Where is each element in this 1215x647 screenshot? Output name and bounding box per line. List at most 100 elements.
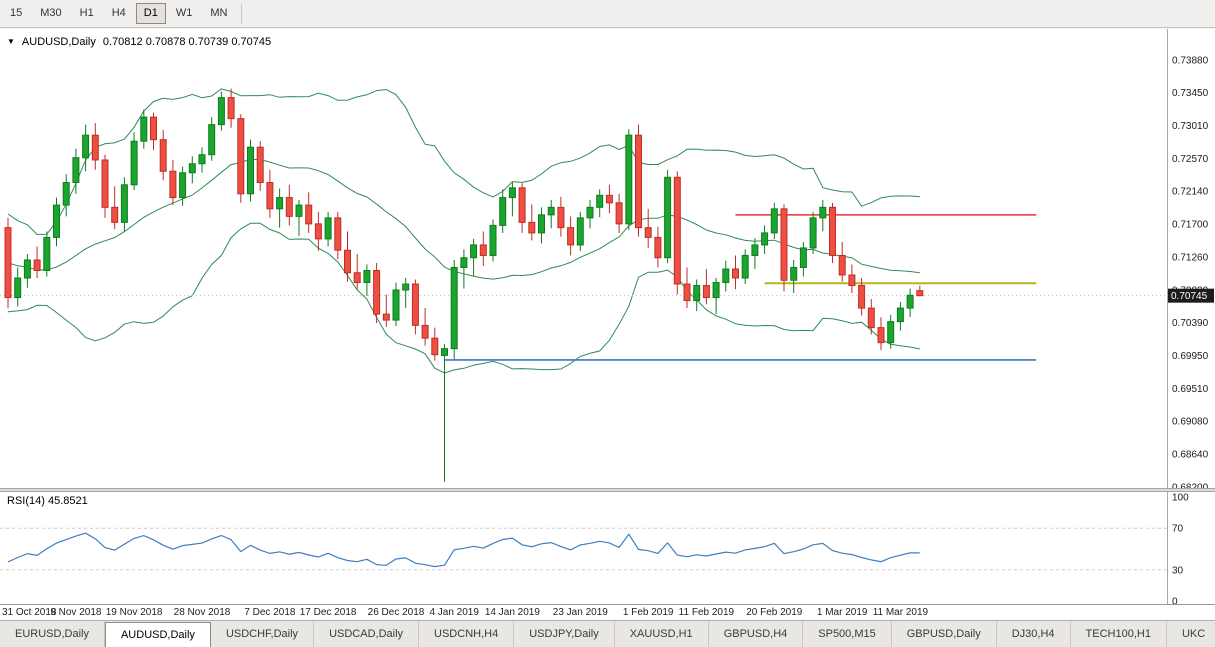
chart-tab-eurusd-daily[interactable]: EURUSD,Daily [0,621,105,647]
candle [479,231,487,266]
candle [111,186,119,230]
candle [324,211,332,247]
candle [101,154,109,218]
candle [877,317,885,351]
candle [159,129,167,181]
candle [829,202,836,263]
candle [208,117,216,161]
candle [421,308,429,346]
date-label: 11 Mar 2019 [872,607,929,618]
price-axis-label: 0.69080 [1172,416,1209,427]
chart-tab-usdcad-daily[interactable]: USDCAD,Daily [314,621,420,647]
price-axis-label: 0.71260 [1172,252,1209,263]
chart-tab-ukc[interactable]: UKC [1167,621,1215,647]
candle [33,246,41,279]
timeframe-button-15[interactable]: 15 [2,3,30,24]
candle [722,260,730,292]
price-axis-label: 0.71700 [1172,219,1209,230]
candle [702,268,710,305]
candle [557,196,565,237]
candle [596,189,604,218]
rsi-axis-label: 70 [1172,524,1184,535]
chart-tab-gbpusd-h4[interactable]: GBPUSD,H4 [709,621,804,647]
toolbar-separator [241,3,243,24]
timeframe-button-mn[interactable]: MN [202,3,235,24]
candle [470,238,478,277]
candle [120,177,128,232]
price-axis-label: 0.69510 [1172,384,1209,395]
timeframe-button-h1[interactable]: H1 [72,3,102,24]
chart-tab-xauusd-h1[interactable]: XAUUSD,H1 [615,621,709,647]
candle [586,199,594,229]
candle [150,112,157,151]
chart-window: 0.73880 0.73450 0.73010 0.72570 0.72140 0.717… [0,29,1215,647]
candle [615,193,623,233]
candle [91,123,99,170]
candle [382,294,390,327]
rsi-panel-canvas[interactable]: 100 70 30 0 [0,492,1215,604]
candle [508,181,516,217]
panel-splitter[interactable] [0,488,1215,492]
chart-tab-usdchf-daily[interactable]: USDCHF,Daily [211,621,315,647]
rsi-axis-label: 0 [1172,597,1178,605]
date-label: 26 Dec 2018 [367,607,425,618]
candle [858,278,866,316]
candle [712,278,720,315]
candle [82,124,90,172]
candle [411,279,419,335]
candle [518,183,526,233]
candle [887,314,895,349]
chart-collapse-icon[interactable]: ▼ [7,37,15,46]
rsi-line [7,532,920,568]
candle [896,302,904,331]
candle [780,204,788,292]
candle [188,156,196,184]
timeframe-button-d1[interactable]: D1 [135,3,166,24]
chart-tabs-bar: EURUSD,Daily AUDUSD,Daily USDCHF,Daily USDC… [0,620,1215,647]
chart-tab-tech100-h1[interactable]: TECH100,H1 [1071,621,1167,647]
candle [295,199,303,236]
candle [53,197,60,247]
timeframe-button-w1[interactable]: W1 [168,3,201,24]
price-axis-label: 0.68200 [1172,483,1209,490]
chart-tab-sp500-m15[interactable]: SP500,M15 [803,621,892,647]
price-chart-canvas[interactable]: 0.73880 0.73450 0.73010 0.72570 0.72140 0.717… [0,29,1215,489]
chart-tab-audusd-daily[interactable]: AUDUSD,Daily [104,622,211,647]
candle [314,211,322,251]
chart-tab-usdcnh-h4[interactable]: USDCNH,H4 [419,621,515,647]
price-axis-label: 0.72570 [1172,154,1209,165]
candle [576,211,584,251]
candle [344,231,351,282]
date-label: 1 Feb 2019 [622,607,674,618]
candle [43,231,51,277]
candle [809,211,817,254]
candle [217,91,225,131]
timeframe-button-m30[interactable]: M30 [32,3,69,24]
rsi-axis-label: 30 [1172,565,1184,576]
candle [732,255,739,290]
date-label: 14 Jan 2019 [484,607,540,618]
current-price-label: 0.70745 [1168,288,1214,303]
candle [906,288,914,318]
candle [489,219,497,262]
candle [247,139,254,202]
chart-tab-dj30-h4[interactable]: DJ30,H4 [997,621,1071,647]
time-axis[interactable]: 31 Oct 2018 9 Nov 2018 19 Nov 2018 28 Nov 2… [0,604,1215,620]
candle [4,217,12,309]
timeframe-button-h4[interactable]: H4 [104,3,134,24]
price-axis-label: 0.69950 [1172,351,1209,362]
candle [693,279,701,312]
chart-tab-usdjpy-daily[interactable]: USDJPY,Daily [514,621,615,647]
chart-title: ▼ AUDUSD,Daily 0.70812 0.70878 0.70739 0… [7,36,271,48]
candle [819,199,827,232]
candle [654,226,662,268]
candle [373,262,381,324]
candle [741,249,749,285]
date-label: 19 Nov 2018 [105,607,163,618]
candle [62,174,70,217]
chart-tab-gbpusd-daily[interactable]: GBPUSD,Daily [892,621,997,647]
candle [567,216,575,256]
price-axis-label: 0.73010 [1172,121,1209,132]
candle [363,264,371,297]
